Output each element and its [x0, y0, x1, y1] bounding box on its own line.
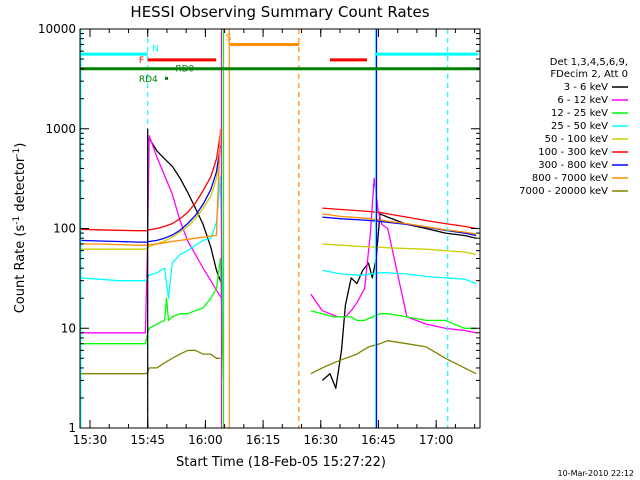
series-line: [80, 150, 222, 250]
y-tick-label: 10: [61, 321, 76, 335]
status-annotation: N: [152, 44, 159, 54]
y-axis-label-sup2: -1: [12, 148, 22, 157]
legend-label: 25 - 50 keV: [551, 121, 608, 132]
footer-timestamp: 10-Mar-2010 22:12: [558, 469, 635, 478]
x-tick-label: 15:30: [73, 433, 108, 447]
series-line: [321, 213, 477, 389]
series-line: [322, 269, 477, 285]
series-line: [322, 216, 477, 237]
y-tick-label: 1: [68, 421, 76, 435]
x-tick-label: 15:45: [130, 433, 165, 447]
legend-label: 7000 - 20000 keV: [519, 186, 608, 197]
series-line: [79, 145, 222, 243]
series-line: [80, 135, 223, 334]
series-line: [148, 138, 223, 284]
legend-header: FDecim 2, Att 0: [550, 69, 628, 80]
series-line: [80, 128, 222, 246]
y-tick-label: 100: [53, 222, 76, 236]
x-tick-label: 16:15: [246, 433, 281, 447]
y-axis-label-end: ): [13, 143, 28, 148]
status-annotation: RD0: [175, 65, 194, 75]
series-line: [322, 207, 477, 230]
x-tick-label: 17:00: [419, 433, 454, 447]
y-axis-label: Count Rate (s-1 detector-1): [12, 143, 28, 314]
y-tick-label: 10000: [38, 22, 76, 36]
status-annotation: RD4: [139, 75, 158, 85]
marks-layer: N S F RD0 RD4: [79, 29, 480, 428]
legend-header: Det 1,3,4,5,6,9,: [550, 57, 628, 68]
y-axis-label-mid: detector: [13, 156, 28, 216]
legend-label: 800 - 7000 keV: [532, 173, 608, 184]
series-line: [322, 213, 477, 235]
legend-label: 12 - 25 keV: [551, 108, 608, 119]
y-axis-label-main: Count Rate (s: [13, 225, 28, 314]
legend-label: 300 - 800 keV: [538, 160, 608, 171]
marker-point: [165, 76, 169, 80]
series-line: [79, 176, 225, 338]
x-tick-label: 16:45: [361, 433, 396, 447]
chart-title: HESSI Observing Summary Count Rates: [130, 3, 429, 21]
x-axis-label: Start Time (18-Feb-05 15:27:22): [176, 455, 386, 470]
y-tick-label: 1000: [45, 122, 76, 136]
series-line: [310, 310, 477, 329]
series-line: [310, 340, 477, 375]
y-axis-label-sup: -1: [12, 216, 22, 225]
series-line: [80, 257, 225, 381]
status-annotation: F: [139, 56, 144, 66]
legend: Det 1,3,4,5,6,9,FDecim 2, Att 0 3 - 6 keV…: [519, 57, 628, 197]
series-line: [322, 243, 477, 256]
series-line: [79, 133, 222, 232]
axis-layer: 15:30 15:45 16:00 16:15 16:30 16:45 17:00 1 10 10…: [38, 22, 480, 447]
x-tick-label: 16:00: [188, 433, 223, 447]
legend-label: 3 - 6 keV: [564, 82, 608, 93]
legend-label: 50 - 100 keV: [545, 134, 609, 145]
legend-label: 100 - 300 keV: [538, 147, 608, 158]
legend-label: 6 - 12 keV: [557, 95, 608, 106]
series-line: [80, 349, 221, 375]
x-tick-label: 16:30: [303, 433, 338, 447]
status-annotation: S: [226, 34, 232, 44]
